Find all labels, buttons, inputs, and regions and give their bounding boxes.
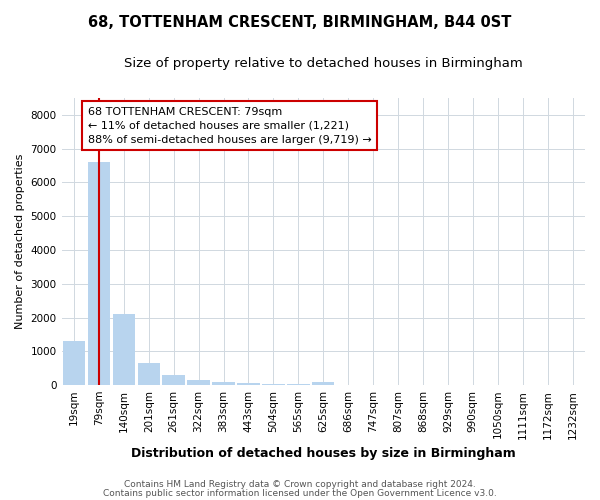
Text: 68 TOTTENHAM CRESCENT: 79sqm
← 11% of detached houses are smaller (1,221)
88% of: 68 TOTTENHAM CRESCENT: 79sqm ← 11% of de… — [88, 106, 371, 144]
Text: Contains HM Land Registry data © Crown copyright and database right 2024.: Contains HM Land Registry data © Crown c… — [124, 480, 476, 489]
Bar — [88, 162, 110, 385]
Bar — [312, 382, 334, 385]
Bar — [212, 382, 235, 385]
Y-axis label: Number of detached properties: Number of detached properties — [15, 154, 25, 329]
Text: 68, TOTTENHAM CRESCENT, BIRMINGHAM, B44 0ST: 68, TOTTENHAM CRESCENT, BIRMINGHAM, B44 … — [88, 15, 512, 30]
X-axis label: Distribution of detached houses by size in Birmingham: Distribution of detached houses by size … — [131, 447, 515, 460]
Bar — [187, 380, 210, 385]
Bar — [163, 375, 185, 385]
Title: Size of property relative to detached houses in Birmingham: Size of property relative to detached ho… — [124, 58, 523, 70]
Bar — [237, 383, 260, 385]
Bar — [137, 363, 160, 385]
Bar — [262, 384, 284, 385]
Bar — [287, 384, 310, 385]
Bar — [113, 314, 135, 385]
Bar — [63, 341, 85, 385]
Text: Contains public sector information licensed under the Open Government Licence v3: Contains public sector information licen… — [103, 488, 497, 498]
